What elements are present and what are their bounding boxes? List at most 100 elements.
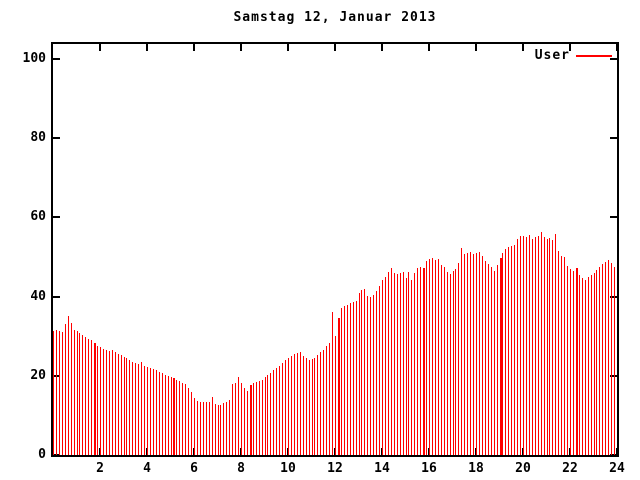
bar <box>523 236 524 455</box>
bar <box>259 381 260 455</box>
bar <box>470 252 471 455</box>
bar <box>279 366 280 455</box>
bar <box>596 270 597 455</box>
bar <box>126 358 127 455</box>
bar <box>132 362 133 455</box>
bar <box>376 291 377 455</box>
x-tick <box>428 44 430 51</box>
y-tick-label: 80 <box>30 130 46 145</box>
bar <box>223 403 224 455</box>
bar <box>464 254 465 455</box>
bar <box>94 343 96 455</box>
bar <box>400 273 401 455</box>
bar <box>79 333 80 455</box>
bar <box>91 340 92 455</box>
bar <box>215 404 216 455</box>
bar <box>209 402 210 455</box>
y-tick <box>53 58 60 60</box>
bar <box>129 360 130 455</box>
bar <box>212 397 213 455</box>
bar <box>323 350 324 455</box>
bar <box>273 370 274 455</box>
bar <box>59 331 60 455</box>
bar <box>394 273 395 455</box>
x-tick <box>287 44 289 51</box>
bar <box>555 234 556 455</box>
bar <box>517 239 518 455</box>
x-tick-label: 20 <box>515 461 531 476</box>
bar <box>473 254 474 455</box>
y-tick-label: 0 <box>38 447 46 462</box>
bar <box>312 359 313 455</box>
bar <box>526 237 527 455</box>
bar <box>138 364 139 455</box>
bar <box>188 388 189 455</box>
bar <box>397 274 398 455</box>
bar <box>247 391 248 455</box>
bar <box>206 402 207 455</box>
bar <box>505 249 506 455</box>
x-tick-label: 18 <box>468 461 484 476</box>
bar <box>62 332 63 455</box>
bar <box>591 275 592 455</box>
bar <box>109 351 110 455</box>
bar <box>124 357 125 455</box>
x-tick-label: 6 <box>190 461 198 476</box>
bar <box>338 318 340 455</box>
bar <box>356 301 357 455</box>
bar <box>379 286 380 455</box>
bar <box>370 297 371 455</box>
bar <box>373 295 374 455</box>
bar <box>561 256 562 455</box>
bar <box>479 252 480 455</box>
bar <box>203 402 204 455</box>
x-tick <box>616 44 618 51</box>
x-tick <box>522 44 524 51</box>
bar <box>153 369 154 455</box>
bar <box>232 384 233 455</box>
bar <box>250 385 252 455</box>
bar <box>173 378 175 455</box>
bar <box>141 362 142 455</box>
bar <box>262 380 263 455</box>
legend-label: User <box>534 48 570 63</box>
bar <box>538 236 539 455</box>
bar <box>594 273 595 455</box>
bar <box>514 245 515 455</box>
bar <box>332 312 333 455</box>
bar <box>567 266 568 455</box>
bar <box>350 303 351 455</box>
bar <box>535 237 536 455</box>
y-tick-label: 60 <box>30 209 46 224</box>
bar <box>547 239 548 455</box>
bar <box>314 358 315 455</box>
bar <box>605 262 606 455</box>
bar <box>179 381 180 455</box>
bar <box>611 263 612 455</box>
bar <box>218 405 219 455</box>
bar <box>564 257 565 455</box>
bar <box>226 402 227 455</box>
bar <box>285 360 286 455</box>
bar <box>488 264 489 455</box>
bar <box>549 238 550 455</box>
bar <box>391 268 392 455</box>
bar <box>303 356 304 455</box>
bar <box>191 392 192 455</box>
bar <box>353 302 354 455</box>
bar <box>267 375 268 455</box>
bar <box>282 363 283 455</box>
x-tick-label: 14 <box>374 461 390 476</box>
bar <box>491 267 492 455</box>
bar <box>467 253 468 455</box>
bar <box>329 343 330 455</box>
chart-title: Samstag 12, Januar 2013 <box>233 10 437 25</box>
x-tick-label: 10 <box>280 461 296 476</box>
bar <box>244 388 245 455</box>
bar <box>438 259 439 455</box>
bar <box>494 271 495 455</box>
bar <box>85 337 86 455</box>
bar <box>162 373 163 455</box>
bar <box>276 368 277 455</box>
